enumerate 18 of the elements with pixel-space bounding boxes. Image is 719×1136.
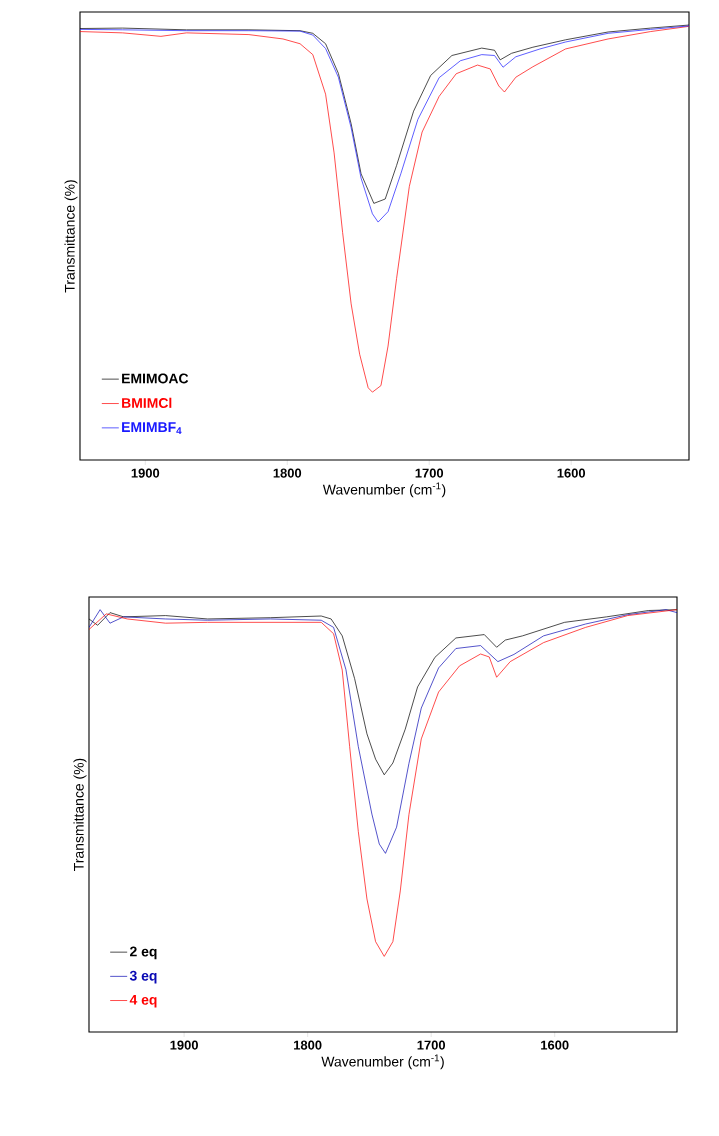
- y-axis-title: Transmittance (%): [73, 758, 87, 871]
- x-tick-label: 1900: [170, 1040, 198, 1050]
- legend-label: EMIMBF$_{4}$: [122, 422, 182, 435]
- legend-label: EMIMOAC: [122, 373, 189, 384]
- legend-label: 3 eq: [129, 970, 157, 984]
- x-tick-label: 1600: [557, 468, 586, 478]
- x-tick-label: 1700: [415, 468, 444, 478]
- y-axis-title: Transmittance (%): [64, 180, 78, 293]
- x-axis-title: Wavenumber (cm$^{-1}$): [321, 1054, 444, 1070]
- legend-label: 2 eq: [130, 946, 157, 960]
- x-axis-title: Wavenumber (cm$^{-1}$): [322, 482, 446, 498]
- x-tick-label: 1600: [541, 1040, 569, 1050]
- legend-label: 4 eq: [129, 994, 157, 1008]
- x-tick-label: 1800: [273, 468, 302, 478]
- x-tick-label: 1700: [417, 1040, 446, 1050]
- x-tick-label: 1800: [294, 1040, 322, 1050]
- legend-label: BMIMCl: [122, 397, 172, 408]
- x-tick-label: 1900: [131, 468, 160, 478]
